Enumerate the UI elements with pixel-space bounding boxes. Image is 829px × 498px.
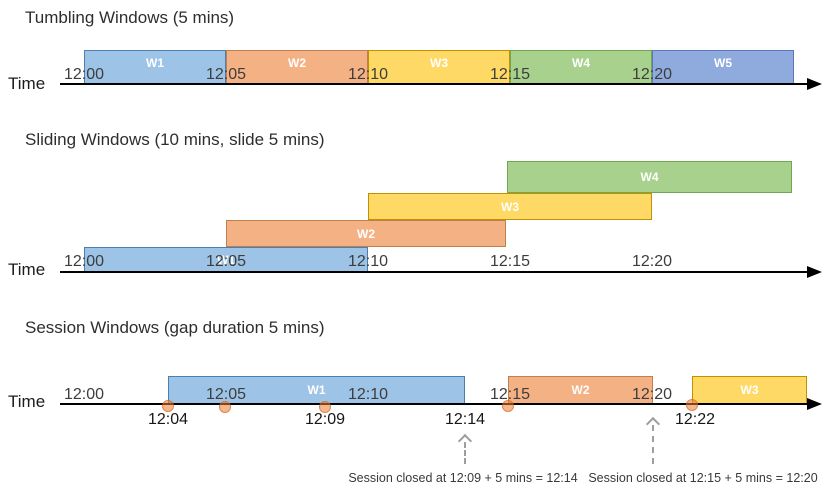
tumbling-window-w1: W1 [84, 50, 226, 84]
tick-label: 12:05 [205, 66, 247, 83]
arrow-stem [652, 425, 654, 464]
dashed-up-arrow-icon [645, 416, 661, 464]
tumbling-axis-line [60, 83, 810, 85]
window-label: W3 [430, 56, 448, 70]
sliding-window-w2: W2 [226, 220, 506, 247]
tumbling-window-w3: W3 [368, 50, 510, 84]
tumbling-axis-arrowhead-icon [807, 78, 822, 90]
window-label: W1 [307, 383, 326, 397]
tick-label: 12:15 [489, 386, 531, 403]
tick-label: 12:15 [489, 253, 531, 270]
tick-label: 12:05 [205, 386, 247, 403]
session-close-annotation: Session closed at 12:09 + 5 mins = 12:14 [348, 471, 578, 485]
tumbling-window-w2: W2 [226, 50, 368, 84]
tick-label: 12:00 [63, 66, 105, 83]
window-label: W2 [288, 56, 306, 70]
event-dot [686, 399, 698, 411]
session-close-annotation: Session closed at 12:15 + 5 mins = 12:20 [588, 471, 818, 485]
dashed-up-arrow-icon [457, 433, 473, 464]
tick-label: 12:10 [347, 386, 389, 403]
arrow-stem [464, 442, 466, 464]
session-axis-arrowhead-icon [807, 398, 822, 410]
sliding-axis-line [60, 271, 810, 273]
tick-label: 12:00 [63, 386, 105, 403]
event-dot [219, 401, 231, 413]
session-window-w3: W3 [692, 376, 807, 404]
sliding-axis-arrowhead-icon [807, 266, 822, 278]
sliding-axis-label: Time [8, 260, 46, 279]
tick-label: 12:00 [63, 253, 105, 270]
sliding-window-w1: W1 [84, 247, 368, 273]
window-label: W5 [714, 56, 732, 70]
session-axis-line [60, 403, 810, 405]
tick-label: 12:20 [631, 386, 673, 403]
window-label: W1 [146, 56, 164, 70]
window-label: W3 [501, 199, 519, 214]
event-time-label: 12:04 [147, 411, 189, 428]
event-time-label: 12:22 [674, 411, 716, 428]
window-label: W4 [572, 56, 590, 70]
window-label: W1 [217, 253, 235, 267]
sliding-window-w4: W4 [507, 161, 792, 193]
event-dot [502, 400, 514, 412]
tick-label: 12:20 [631, 253, 673, 270]
tumbling-window-w4: W4 [510, 50, 652, 84]
arrowhead [645, 416, 661, 432]
tick-label: 12:20 [631, 66, 673, 83]
window-label: W3 [740, 383, 759, 397]
window-label: W2 [571, 383, 590, 397]
tick-label: 12:05 [205, 253, 247, 270]
arrowhead [457, 433, 473, 449]
tumbling-title: Tumbling Windows (5 mins) [25, 8, 235, 27]
event-time-label: 12:14 [444, 411, 486, 428]
sliding-title: Sliding Windows (10 mins, slide 5 mins) [25, 130, 325, 149]
event-time-label: 12:09 [304, 411, 346, 428]
session-axis-label: Time [8, 392, 46, 411]
tumbling-window-w5: W5 [652, 50, 794, 84]
tick-label: 12:15 [489, 66, 531, 83]
session-title: Session Windows (gap duration 5 mins) [25, 318, 325, 337]
session-window-w2: W2 [508, 376, 653, 404]
window-label: W2 [357, 226, 375, 241]
event-dot [162, 400, 174, 412]
window-label: W4 [640, 170, 659, 184]
tick-label: 12:10 [347, 253, 389, 270]
tick-label: 12:10 [347, 66, 389, 83]
tumbling-axis-label: Time [8, 74, 46, 93]
event-dot [319, 401, 331, 413]
sliding-window-w3: W3 [368, 193, 652, 220]
